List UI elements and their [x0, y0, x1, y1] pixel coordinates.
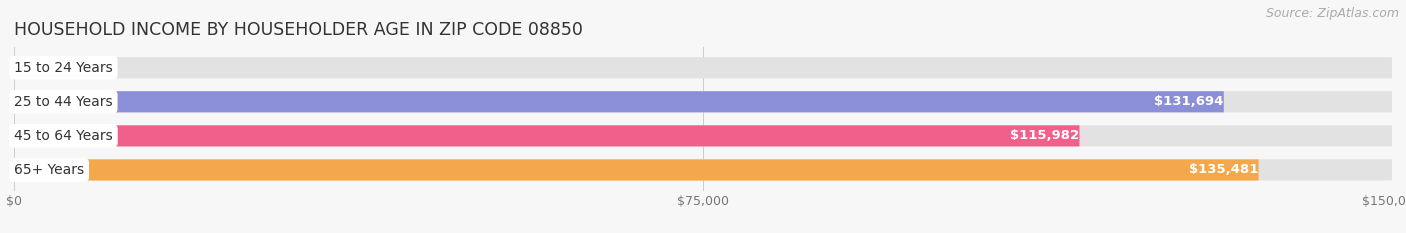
- Text: 25 to 44 Years: 25 to 44 Years: [14, 95, 112, 109]
- Text: $0: $0: [42, 61, 60, 74]
- Text: $131,694: $131,694: [1154, 95, 1223, 108]
- FancyBboxPatch shape: [14, 125, 1392, 146]
- Text: $135,481: $135,481: [1189, 163, 1258, 176]
- Text: 15 to 24 Years: 15 to 24 Years: [14, 61, 112, 75]
- FancyBboxPatch shape: [14, 91, 1223, 112]
- Text: 65+ Years: 65+ Years: [14, 163, 84, 177]
- Text: 45 to 64 Years: 45 to 64 Years: [14, 129, 112, 143]
- FancyBboxPatch shape: [14, 125, 1080, 146]
- Text: Source: ZipAtlas.com: Source: ZipAtlas.com: [1265, 7, 1399, 20]
- FancyBboxPatch shape: [14, 91, 1392, 112]
- FancyBboxPatch shape: [14, 159, 1392, 181]
- FancyBboxPatch shape: [14, 57, 1392, 78]
- FancyBboxPatch shape: [14, 159, 1258, 181]
- Text: HOUSEHOLD INCOME BY HOUSEHOLDER AGE IN ZIP CODE 08850: HOUSEHOLD INCOME BY HOUSEHOLDER AGE IN Z…: [14, 21, 583, 39]
- Text: $115,982: $115,982: [1011, 129, 1080, 142]
